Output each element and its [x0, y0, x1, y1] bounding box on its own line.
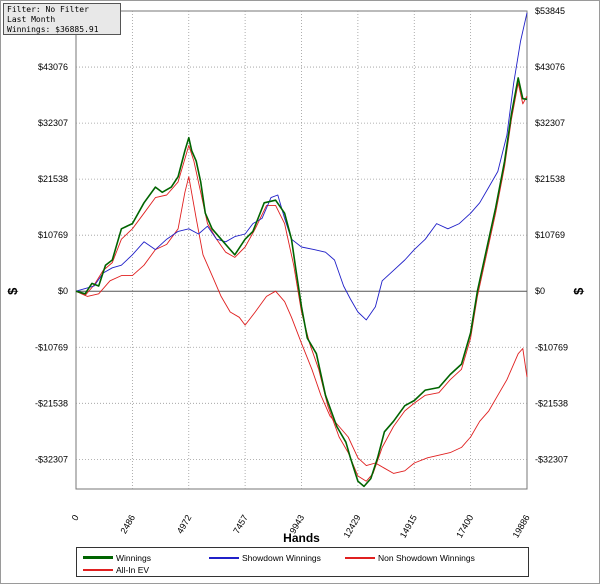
- legend-item-showdown: Showdown Winnings: [209, 551, 321, 563]
- y-tick-label-right: -$21538: [535, 398, 568, 408]
- x-tick-label: 14915: [398, 513, 419, 540]
- x-axis-title: Hands: [283, 531, 320, 545]
- legend-label-non-showdown: Non Showdown Winnings: [378, 552, 475, 563]
- y-axis-title-left: $: [5, 287, 20, 295]
- x-tick-label: 0: [70, 513, 81, 522]
- series-line-all-in-ev: [75, 82, 528, 482]
- x-tick-label: 2486: [118, 513, 137, 535]
- winnings-text: Winnings: $36885.91: [7, 25, 99, 34]
- grid-layer: [75, 10, 528, 490]
- legend-swatch-non-showdown: [345, 556, 375, 559]
- legend-swatch-winnings: [83, 556, 113, 560]
- y-tick-label-left: -$10769: [35, 342, 68, 352]
- y-tick-label-right: $32307: [535, 118, 565, 128]
- x-tick-label: 7457: [231, 513, 250, 535]
- legend-label-allin-ev: All-In EV: [116, 564, 150, 575]
- series-line-non-showdown-winnings: [75, 176, 528, 474]
- filter-text: Filter: No Filter: [7, 5, 89, 14]
- y-tick-label-right: $53845: [535, 6, 565, 16]
- series-line-showdown-winnings: [75, 12, 528, 321]
- y-tick-label-left: -$32307: [35, 454, 68, 464]
- chart-legend: Winnings Showdown Winnings Non Showdown …: [76, 547, 529, 577]
- series-layer: [75, 12, 528, 488]
- y-tick-label-right: $10769: [535, 230, 565, 240]
- period-text: Last Month: [7, 15, 56, 24]
- legend-item-non-showdown: Non Showdown Winnings: [345, 551, 475, 563]
- y-tick-label-left: $10769: [38, 230, 68, 240]
- y-tick-label-left: $43076: [38, 62, 68, 72]
- legend-label-winnings: Winnings: [116, 552, 151, 563]
- y-tick-label-right: $43076: [535, 62, 565, 72]
- series-line-winnings: [75, 77, 528, 488]
- y-tick-label-left: -$21538: [35, 398, 68, 408]
- y-axis-title-right: $: [571, 287, 586, 295]
- x-tick-label: 4972: [175, 513, 194, 535]
- legend-swatch-showdown: [209, 556, 239, 559]
- legend-swatch-allin-ev: [83, 568, 113, 571]
- legend-label-showdown: Showdown Winnings: [242, 552, 321, 563]
- plot-area-border: [75, 10, 528, 490]
- legend-item-winnings: Winnings: [83, 551, 151, 563]
- x-tick-label: 19886: [511, 513, 532, 540]
- legend-item-allin-ev: All-In EV: [83, 563, 149, 575]
- y-tick-label-left: $32307: [38, 118, 68, 128]
- y-tick-label-right: -$32307: [535, 454, 568, 464]
- y-tick-label-left: $21538: [38, 174, 68, 184]
- y-tick-label-right: $21538: [535, 174, 565, 184]
- x-tick-label: 12429: [341, 513, 362, 540]
- y-tick-label-left: $0: [58, 286, 68, 296]
- x-tick-label: 17400: [454, 513, 475, 540]
- filter-info-box: Filter: No Filter Last Month Winnings: $…: [3, 3, 121, 35]
- y-tick-label-right: $0: [535, 286, 545, 296]
- y-tick-label-right: -$10769: [535, 342, 568, 352]
